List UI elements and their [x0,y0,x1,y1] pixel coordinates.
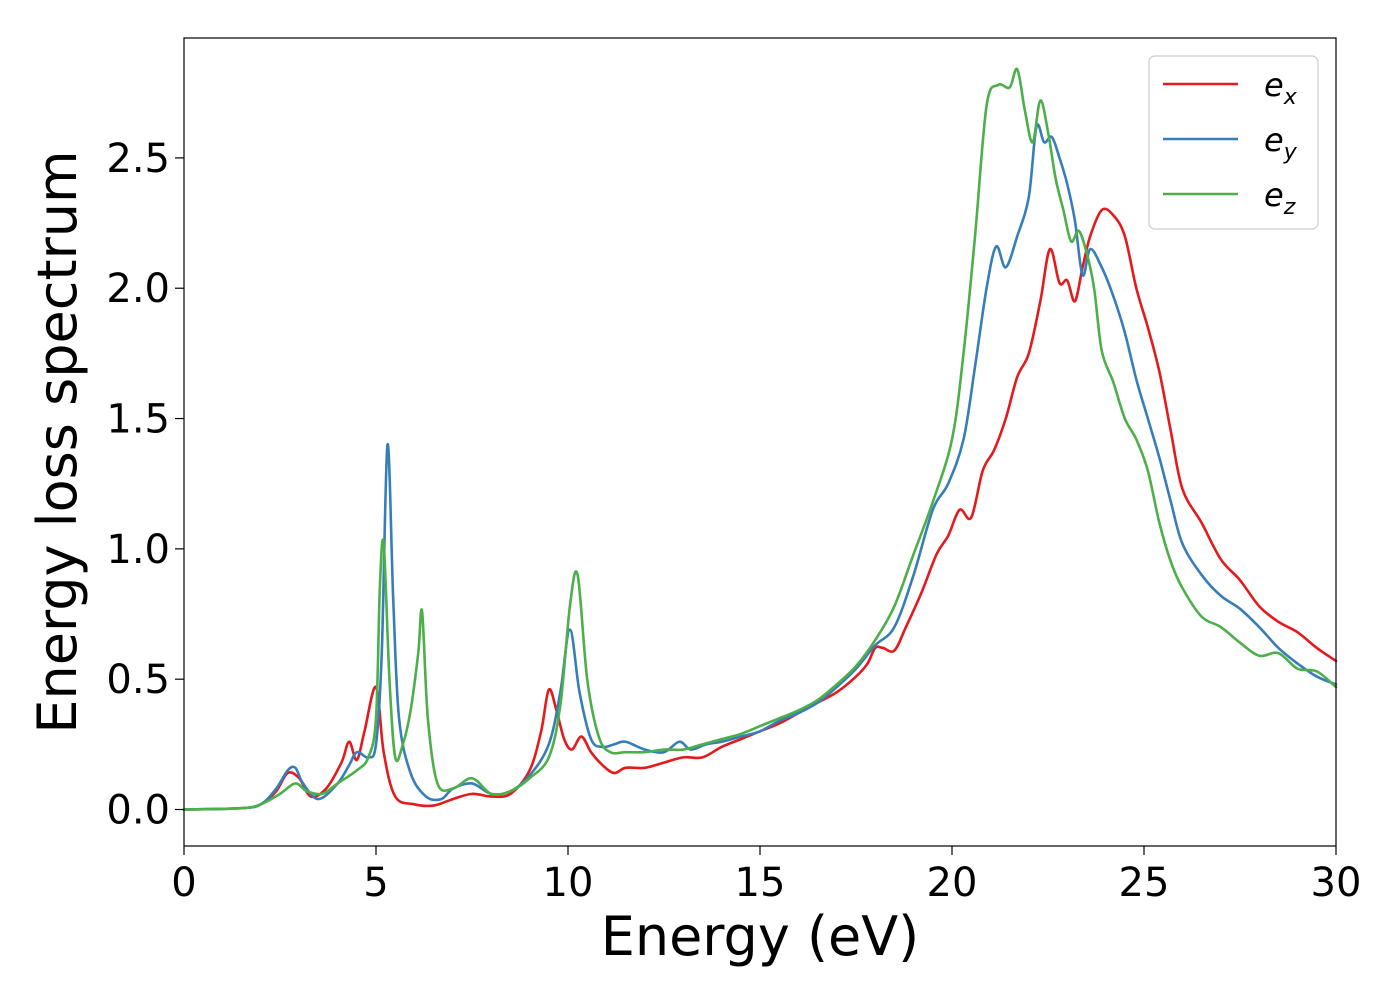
x-tick-label: 10 [543,860,594,906]
legend-box [1148,55,1319,230]
x-tick-label: 20 [927,860,978,906]
y-axis-label: Energy loss spectrum [26,150,89,733]
legend-subscript: y [1283,140,1298,165]
x-tick-label: 25 [1119,860,1170,906]
legend-subscript: z [1283,195,1296,220]
y-axis-ticks: 0.0 0.5 1.0 1.5 2.0 2.5 [106,136,184,834]
x-tick-label: 30 [1311,860,1362,906]
y-tick-label: 0.0 [106,788,170,834]
x-axis-label: Energy (eV) [601,905,920,968]
x-tick-label: 0 [171,860,196,906]
x-tick-label: 5 [363,860,388,906]
x-axis-ticks: 0 5 10 15 20 25 30 [171,846,1361,906]
series-line-ez [182,67,1338,811]
series-line-ex [182,207,1338,811]
y-tick-label: 1.5 [106,397,170,443]
legend-subscript: x [1283,85,1298,110]
y-tick-label: 1.0 [106,527,170,573]
y-tick-label: 2.0 [106,266,170,312]
series-layer [182,67,1338,811]
y-tick-label: 0.5 [106,657,170,703]
y-tick-label: 2.5 [106,136,170,182]
x-tick-label: 15 [735,860,786,906]
